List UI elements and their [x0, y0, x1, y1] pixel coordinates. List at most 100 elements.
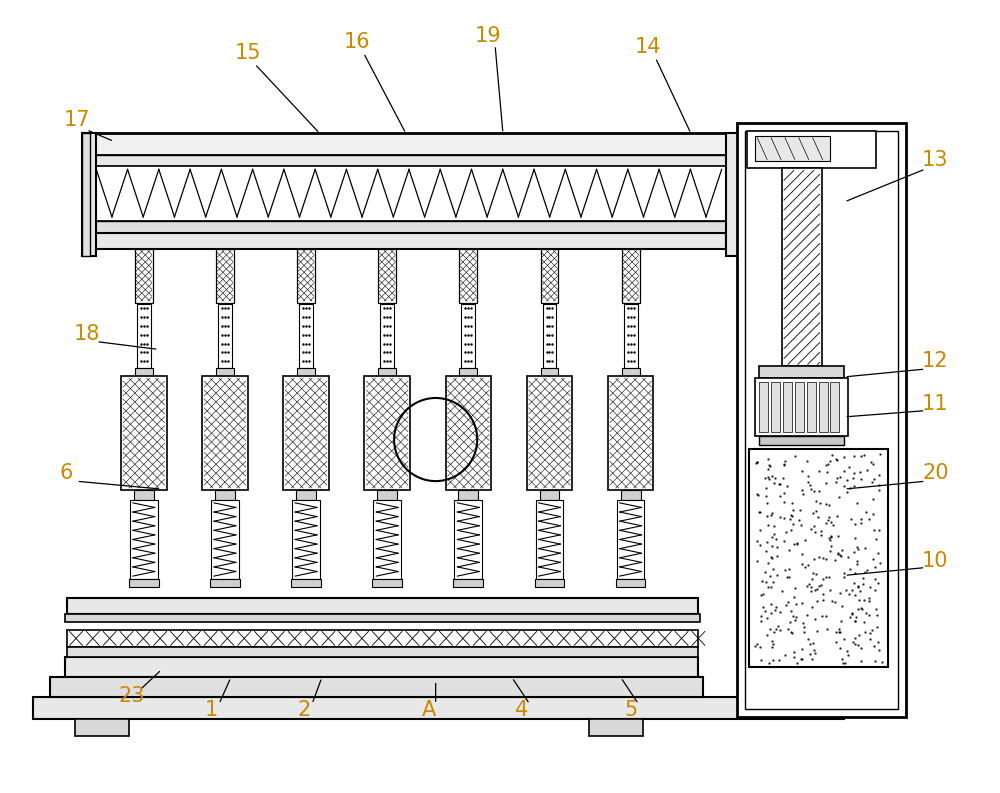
- Bar: [377, 490, 397, 500]
- Bar: [747, 131, 876, 168]
- Bar: [65, 614, 700, 622]
- Bar: [211, 500, 239, 579]
- Bar: [67, 598, 698, 614]
- Bar: [210, 579, 240, 587]
- Text: 17: 17: [63, 110, 90, 130]
- Bar: [541, 248, 558, 303]
- Bar: [749, 450, 888, 667]
- Text: 1: 1: [204, 700, 218, 720]
- Bar: [92, 232, 726, 248]
- Bar: [616, 579, 645, 587]
- Bar: [372, 579, 402, 587]
- Bar: [135, 248, 153, 303]
- Bar: [82, 132, 90, 256]
- Bar: [536, 500, 563, 579]
- Bar: [67, 647, 698, 657]
- Bar: [75, 718, 129, 737]
- Bar: [297, 368, 315, 376]
- Bar: [617, 500, 644, 579]
- Text: 13: 13: [922, 150, 949, 170]
- Bar: [129, 579, 159, 587]
- Text: 4: 4: [515, 700, 528, 720]
- Bar: [807, 382, 816, 431]
- Bar: [726, 132, 739, 256]
- Bar: [378, 248, 396, 303]
- Bar: [33, 697, 844, 718]
- Bar: [543, 304, 556, 368]
- Bar: [364, 376, 410, 490]
- Bar: [453, 579, 483, 587]
- Bar: [215, 490, 235, 500]
- Bar: [745, 131, 898, 709]
- Bar: [459, 368, 477, 376]
- Bar: [608, 376, 653, 490]
- Bar: [527, 376, 572, 490]
- Bar: [759, 366, 844, 378]
- Bar: [755, 136, 830, 162]
- Bar: [92, 132, 726, 155]
- Bar: [218, 304, 232, 368]
- Bar: [454, 500, 482, 579]
- Text: 6: 6: [60, 463, 73, 484]
- Bar: [830, 382, 839, 431]
- Bar: [458, 490, 478, 500]
- Bar: [67, 630, 698, 647]
- Bar: [296, 490, 316, 500]
- Bar: [216, 248, 234, 303]
- Text: 23: 23: [119, 686, 145, 707]
- Bar: [135, 368, 153, 376]
- Bar: [82, 132, 96, 256]
- Bar: [461, 304, 475, 368]
- Bar: [134, 490, 154, 500]
- Bar: [283, 376, 329, 490]
- Text: 15: 15: [234, 43, 261, 63]
- Text: A: A: [422, 700, 436, 720]
- Bar: [65, 657, 698, 677]
- Bar: [622, 368, 640, 376]
- Bar: [737, 123, 906, 717]
- Bar: [541, 368, 558, 376]
- Bar: [535, 579, 564, 587]
- Bar: [446, 376, 491, 490]
- Bar: [216, 368, 234, 376]
- Bar: [380, 304, 394, 368]
- Text: 19: 19: [475, 25, 501, 45]
- Bar: [202, 376, 248, 490]
- Bar: [92, 221, 726, 232]
- Text: 20: 20: [922, 463, 949, 484]
- Bar: [819, 382, 828, 431]
- Text: 10: 10: [922, 551, 949, 571]
- Text: 5: 5: [624, 700, 637, 720]
- Bar: [373, 500, 401, 579]
- Text: 2: 2: [297, 700, 311, 720]
- Bar: [755, 378, 848, 435]
- Text: 16: 16: [343, 32, 370, 52]
- Bar: [621, 490, 641, 500]
- Bar: [759, 435, 844, 446]
- Bar: [137, 304, 151, 368]
- Text: 14: 14: [635, 37, 662, 57]
- Bar: [540, 490, 559, 500]
- Bar: [130, 500, 158, 579]
- Bar: [297, 248, 315, 303]
- Bar: [783, 382, 792, 431]
- Bar: [92, 167, 726, 221]
- Bar: [292, 500, 320, 579]
- Bar: [378, 368, 396, 376]
- Bar: [795, 382, 804, 431]
- Bar: [622, 248, 640, 303]
- Bar: [459, 248, 477, 303]
- Bar: [299, 304, 313, 368]
- Text: 12: 12: [922, 351, 949, 371]
- Bar: [92, 155, 726, 167]
- Text: 11: 11: [922, 394, 949, 415]
- Bar: [291, 579, 321, 587]
- Bar: [771, 382, 780, 431]
- Bar: [121, 376, 167, 490]
- Bar: [782, 168, 822, 366]
- Bar: [624, 304, 638, 368]
- Bar: [759, 382, 768, 431]
- Text: 18: 18: [73, 324, 100, 343]
- Bar: [589, 718, 643, 737]
- Bar: [50, 677, 703, 697]
